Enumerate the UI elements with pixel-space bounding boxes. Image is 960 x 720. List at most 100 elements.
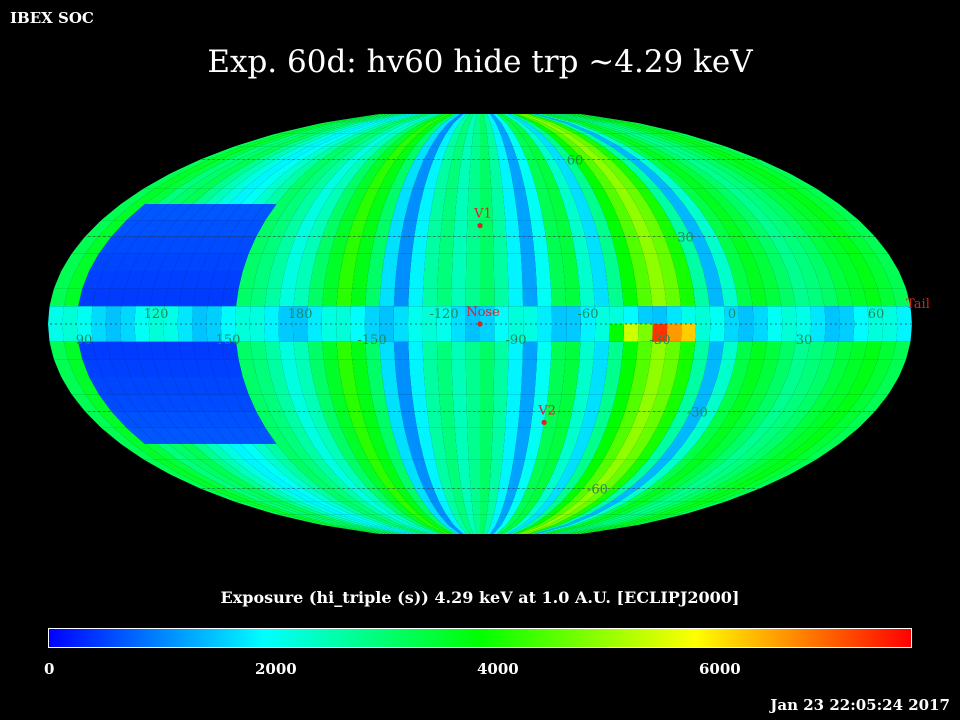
exposure-cell bbox=[309, 123, 354, 134]
exposure-cell bbox=[134, 324, 150, 342]
exposure-cell bbox=[92, 341, 111, 360]
exposure-cell bbox=[480, 459, 492, 475]
exposure-cell bbox=[586, 146, 611, 160]
exposure-cell bbox=[166, 173, 202, 189]
exposure-cell bbox=[507, 501, 521, 515]
exposure-cell bbox=[820, 411, 849, 428]
exposure-cell bbox=[443, 524, 460, 535]
exposure-cell bbox=[106, 288, 125, 307]
exposure-cell bbox=[593, 459, 615, 475]
exposure-cell bbox=[180, 159, 220, 174]
exposure-cell bbox=[629, 159, 656, 174]
exposure-cell bbox=[368, 146, 391, 160]
exposure-cell bbox=[302, 236, 322, 254]
exposure-cell bbox=[537, 488, 555, 502]
exposure-cell bbox=[561, 253, 578, 272]
exposure-cell bbox=[404, 427, 421, 445]
exposure-cell bbox=[300, 173, 326, 189]
exposure-cell bbox=[425, 514, 444, 525]
exposure-cell bbox=[527, 203, 544, 221]
exposure-cell bbox=[321, 324, 337, 342]
exposure-cell bbox=[459, 123, 470, 134]
exposure-cell bbox=[740, 159, 780, 174]
marker-label: Nose bbox=[466, 305, 500, 320]
exposure-cell bbox=[805, 444, 840, 460]
exposure-cell bbox=[367, 173, 388, 189]
exposure-cell bbox=[302, 146, 334, 160]
exposure-cell bbox=[178, 341, 196, 360]
exposure-cell bbox=[602, 146, 630, 160]
exposure-cell bbox=[559, 394, 576, 412]
exposure-cell bbox=[312, 488, 342, 502]
exposure-cell bbox=[511, 514, 528, 525]
exposure-cell bbox=[782, 444, 816, 460]
exposure-cell bbox=[190, 159, 229, 174]
exposure-cell bbox=[357, 133, 385, 147]
exposure-cell bbox=[295, 359, 313, 377]
exposure-cell bbox=[49, 341, 69, 360]
exposure-cell bbox=[267, 133, 310, 147]
exposure-cell bbox=[675, 488, 713, 502]
exposure-cell bbox=[352, 359, 369, 377]
exposure-cell bbox=[309, 271, 327, 289]
exposure-cell bbox=[164, 427, 193, 445]
exposure-cell bbox=[329, 514, 370, 525]
exposure-cell bbox=[309, 359, 327, 377]
exposure-cell bbox=[770, 220, 797, 237]
exposure-cell bbox=[656, 220, 678, 237]
exposure-cell bbox=[625, 188, 648, 204]
exposure-cell bbox=[195, 359, 215, 377]
exposure-cell bbox=[731, 203, 758, 221]
exposure-cell bbox=[541, 501, 562, 515]
exposure-cell bbox=[622, 514, 672, 525]
exposure-cell bbox=[689, 271, 708, 289]
exposure-cell bbox=[537, 146, 555, 160]
exposure-cell bbox=[166, 394, 191, 412]
latitude-label: 90 bbox=[0, 0, 8, 4]
exposure-cell bbox=[555, 133, 578, 147]
exposure-cell bbox=[707, 220, 731, 237]
exposure-cell bbox=[289, 173, 315, 189]
exposure-cell bbox=[408, 188, 424, 204]
exposure-cell bbox=[716, 146, 760, 160]
colorbar-tick: 6000 bbox=[699, 660, 741, 678]
exposure-cell bbox=[581, 220, 599, 237]
exposure-cell bbox=[697, 253, 718, 272]
exposure-cell bbox=[624, 173, 649, 189]
exposure-cell bbox=[457, 459, 470, 475]
exposure-cell bbox=[465, 288, 480, 307]
exposure-cell bbox=[531, 173, 548, 189]
exposure-cell bbox=[228, 376, 249, 395]
exposure-cell bbox=[390, 501, 412, 515]
exposure-cell bbox=[202, 203, 229, 221]
exposure-cell bbox=[696, 173, 727, 189]
exposure-cell bbox=[675, 359, 694, 377]
exposure-cell bbox=[612, 123, 658, 134]
exposure-cell bbox=[89, 253, 113, 272]
exposure-cell bbox=[456, 444, 469, 460]
exposure-cell bbox=[574, 113, 634, 124]
exposure-cell bbox=[507, 474, 522, 489]
exposure-cell bbox=[601, 123, 645, 134]
exposure-cell bbox=[610, 488, 639, 502]
exposure-cell bbox=[480, 253, 494, 272]
exposure-cell bbox=[833, 411, 863, 428]
exposure-cell bbox=[738, 306, 754, 324]
exposure-cell bbox=[366, 359, 383, 377]
exposure-cell bbox=[343, 236, 362, 254]
exposure-cell bbox=[599, 203, 619, 221]
exposure-cell bbox=[666, 324, 682, 342]
exposure-cell bbox=[188, 459, 222, 475]
exposure-cell bbox=[577, 146, 602, 160]
exposure-cell bbox=[421, 113, 447, 124]
exposure-cell bbox=[366, 271, 383, 289]
exposure-cell bbox=[414, 488, 432, 502]
exposure-cell bbox=[861, 253, 885, 272]
exposure-cell bbox=[252, 188, 279, 204]
exposure-cell bbox=[547, 444, 564, 460]
exposure-cell bbox=[445, 123, 459, 134]
exposure-cell bbox=[803, 203, 834, 221]
exposure-cell bbox=[342, 524, 397, 535]
exposure-cell bbox=[228, 488, 268, 502]
longitude-label: 150 bbox=[216, 333, 241, 348]
